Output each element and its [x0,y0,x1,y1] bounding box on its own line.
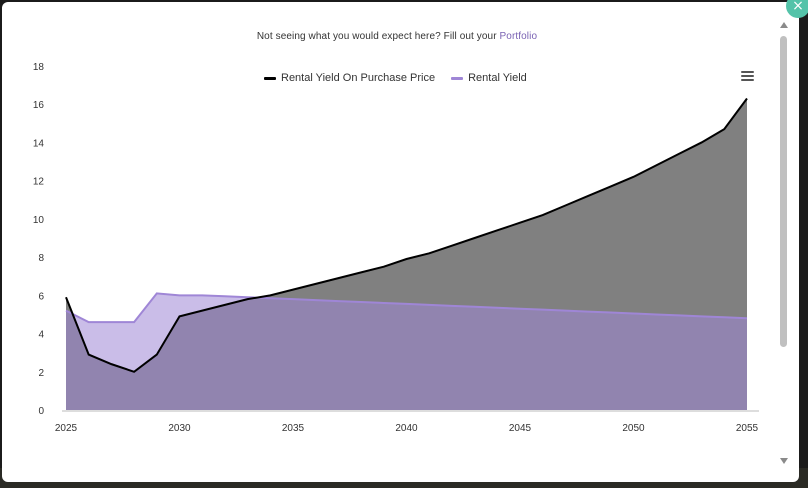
x-tick-label: 2025 [55,423,78,434]
y-tick-label: 18 [33,62,45,73]
y-tick-label: 14 [33,138,45,149]
portfolio-link[interactable]: Portfolio [499,31,538,42]
notice-text: Not seeing what you would expect here? F… [256,31,497,42]
series-area-rental-yield [66,293,747,410]
hamburger-menu-icon[interactable] [741,71,754,83]
yield-area-chart: 0 2 4 6 8 10 12 14 16 18 2025 2030 2035 2040 2045 2050 2… [33,62,759,434]
y-tick-label: 2 [38,368,44,379]
x-tick-label: 2040 [395,423,418,434]
chart-modal: Not seeing what you would expect here? F… [2,2,799,482]
legend-swatch-purple [451,76,464,80]
x-tick-label: 2035 [282,423,305,434]
x-tick-label: 2045 [509,423,532,434]
series-line-rental-yield [65,292,748,324]
scroll-down-icon[interactable] [780,458,788,464]
y-tick-label: 6 [38,291,44,302]
chart-legend: Rental Yield On Purchase Price Rental Yi… [264,70,543,86]
x-tick-label: 2030 [168,423,191,434]
close-icon[interactable]: × [786,0,808,18]
scroll-up-icon[interactable] [780,22,788,28]
y-tick-label: 10 [33,215,45,226]
legend-swatch-black [264,76,276,80]
y-tick-label: 4 [38,330,44,341]
legend-label: Rental Yield On Purchase Price [281,72,436,84]
series-line-rental-yield-on-purchase-price [65,97,748,373]
modal-scrollbar[interactable] [777,20,789,472]
y-tick-label: 12 [33,177,45,188]
legend-item-rental-yield-on-purchase-price[interactable]: Rental Yield On Purchase Price [264,72,435,84]
y-tick-label: 0 [38,406,44,417]
x-tick-label: 2050 [622,423,645,434]
x-tick-label: 2055 [736,423,759,434]
scrollbar-thumb[interactable] [780,36,787,347]
y-tick-label: 16 [33,100,45,111]
portfolio-notice: Not seeing what you would expect here? F… [2,31,792,42]
legend-label: Rental Yield [468,72,527,84]
legend-item-rental-yield[interactable]: Rental Yield [451,72,527,84]
y-tick-label: 8 [38,253,44,264]
